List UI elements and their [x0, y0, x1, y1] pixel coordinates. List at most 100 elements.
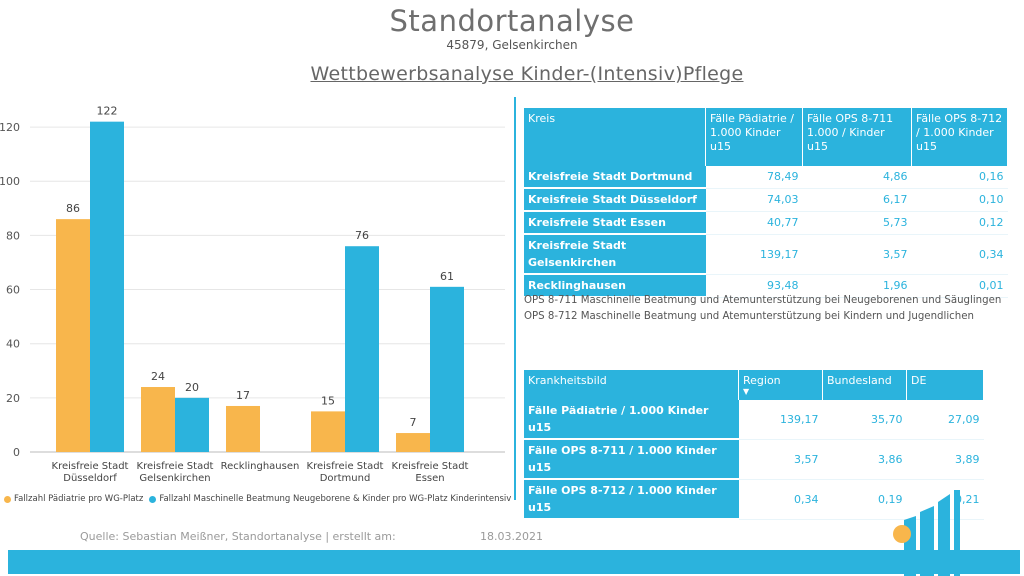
table-row: Fälle Pädiatrie / 1.000 Kinder u15 139,17… — [524, 400, 984, 440]
value-cell: 40,77 — [705, 211, 803, 235]
bar — [430, 286, 464, 452]
kreis-name-cell: Kreisfreie Stadt Essen — [524, 211, 706, 235]
value-cell: 35,70 — [822, 400, 907, 440]
x-tick-label: Essen — [415, 473, 444, 484]
data-label: 24 — [151, 370, 165, 383]
note-ops-712: OPS 8-712 Maschinelle Beatmung und Atemu… — [524, 311, 974, 322]
data-label: 17 — [236, 389, 250, 402]
header-region-label: Region — [743, 374, 781, 387]
header-kreis: Kreis — [524, 108, 706, 166]
bar — [311, 411, 345, 452]
table-row: Kreisfreie Stadt Düsseldorf 74,03 6,17 0,10 — [524, 188, 1008, 212]
value-cell: 0,12 — [911, 211, 1008, 235]
legend-label-paediatrie: Fallzahl Pädiatrie pro WG-Platz — [14, 494, 144, 504]
value-cell: 27,09 — [906, 400, 984, 440]
note-ops-711: OPS 8-711 Maschinelle Beatmung und Atemu… — [524, 295, 1002, 306]
sort-down-icon: ▼ — [743, 387, 750, 396]
data-label: 122 — [97, 105, 118, 118]
bar — [175, 397, 209, 452]
table-row: Kreisfreie Stadt Essen 40,77 5,73 0,12 — [524, 211, 1008, 235]
krankheitsbild-table: Krankheitsbild Region ▼ Bundesland DE Fä… — [524, 370, 984, 520]
value-cell: 0,01 — [911, 274, 1008, 298]
value-cell: 78,49 — [705, 166, 803, 189]
header-de: DE — [906, 370, 984, 400]
legend-item-beatmung: Fallzahl Maschinelle Beatmung Neugeboren… — [149, 494, 511, 504]
value-cell: 3,57 — [802, 234, 912, 275]
x-tick-label: Kreisfreie Stadt — [52, 461, 129, 472]
table-row: Recklinghausen 93,48 1,96 0,01 — [524, 274, 1008, 298]
krankheitsbild-cell: Fälle OPS 8-711 / 1.000 Kinder u15 — [524, 439, 739, 480]
legend-swatch-blue — [149, 495, 157, 503]
x-tick-label: Gelsenkirchen — [139, 473, 210, 484]
x-tick-label: Kreisfreie Stadt — [307, 461, 384, 472]
section-title: Wettbewerbsanalyse Kinder-(Intensiv)Pfle… — [310, 63, 744, 85]
x-tick-label: Kreisfreie Stadt — [392, 461, 469, 472]
value-cell: 5,73 — [802, 211, 912, 235]
value-cell: 0,34 — [738, 479, 823, 520]
table-row: Fälle OPS 8-711 / 1.000 Kinder u15 3,57 3,… — [524, 439, 984, 480]
value-cell: 93,48 — [705, 274, 803, 298]
page-title: Standortanalyse — [389, 4, 635, 38]
x-tick-label: Düsseldorf — [63, 473, 117, 484]
table-row: Kreisfreie Stadt Dortmund 78,49 4,86 0,16 — [524, 166, 1008, 189]
ops-notes: OPS 8-711 Maschinelle Beatmung und Atemu… — [524, 293, 1001, 325]
y-tick-label: 80 — [6, 229, 20, 242]
y-tick-label: 120 — [0, 121, 20, 134]
page-subtitle: 45879, Gelsenkirchen — [446, 38, 578, 52]
table-row: Kreisfreie Stadt Gelsenkirchen 139,17 3,57… — [524, 234, 1008, 275]
kreis-name-cell: Kreisfreie Stadt Düsseldorf — [524, 188, 706, 212]
bar — [56, 219, 90, 452]
kreis-table-header: Kreis Fälle Pädiatrie / 1.000 Kinder u15… — [524, 108, 1008, 166]
value-cell: 0,19 — [822, 479, 907, 520]
legend-item-paediatrie: Fallzahl Pädiatrie pro WG-Platz — [4, 494, 143, 504]
header-ops-712: Fälle OPS 8-712 / 1.000 Kinder u15 — [911, 108, 1008, 166]
value-cell: 139,17 — [705, 234, 803, 275]
krankheitsbild-cell: Fälle OPS 8-712 / 1.000 Kinder u15 — [524, 479, 739, 520]
footer-source: Quelle: Sebastian Meißner, Standortanaly… — [80, 530, 396, 543]
value-cell: 3,86 — [822, 439, 907, 480]
bar — [226, 405, 260, 452]
data-label: 61 — [440, 270, 454, 283]
value-cell: 6,17 — [802, 188, 912, 212]
bar — [141, 387, 175, 452]
footer-bar — [8, 550, 1020, 574]
y-tick-label: 60 — [6, 284, 20, 297]
value-cell: 3,89 — [906, 439, 984, 480]
legend-label-beatmung: Fallzahl Maschinelle Beatmung Neugeboren… — [159, 494, 512, 504]
bar — [345, 246, 379, 452]
bar — [396, 433, 430, 452]
header-bundesland: Bundesland — [822, 370, 907, 400]
bar — [90, 121, 124, 453]
y-tick-label: 0 — [13, 446, 20, 459]
chart-legend: Fallzahl Pädiatrie pro WG-Platz Fallzahl… — [4, 494, 517, 504]
legend-swatch-orange — [4, 495, 11, 503]
data-label: 76 — [355, 229, 369, 242]
krankheitsbild-cell: Fälle Pädiatrie / 1.000 Kinder u15 — [524, 400, 739, 440]
table-row: Fälle OPS 8-712 / 1.000 Kinder u15 0,34 0,… — [524, 479, 984, 520]
header-region[interactable]: Region ▼ — [738, 370, 823, 400]
x-tick-label: Kreisfreie Stadt — [137, 461, 214, 472]
value-cell: 0,16 — [911, 166, 1008, 189]
header-paediatrie: Fälle Pädiatrie / 1.000 Kinder u15 — [705, 108, 803, 166]
header-ops-711: Fälle OPS 8-711 1.000 / Kinder u15 — [802, 108, 912, 166]
value-cell: 4,86 — [802, 166, 912, 189]
x-tick-label: Recklinghausen — [221, 461, 300, 472]
y-tick-label: 100 — [0, 175, 20, 188]
company-logo — [890, 490, 960, 576]
data-label: 15 — [321, 394, 335, 407]
value-cell: 74,03 — [705, 188, 803, 212]
value-cell: 3,57 — [738, 439, 823, 480]
vertical-divider — [514, 97, 516, 500]
x-tick-label: Dortmund — [320, 473, 371, 484]
kreis-name-cell: Kreisfreie Stadt Dortmund — [524, 166, 706, 189]
kreis-table: Kreis Fälle Pädiatrie / 1.000 Kinder u15… — [524, 108, 1008, 298]
value-cell: 0,10 — [911, 188, 1008, 212]
value-cell: 139,17 — [738, 400, 823, 440]
data-label: 20 — [185, 381, 199, 394]
krankheitsbild-table-header: Krankheitsbild Region ▼ Bundesland DE — [524, 370, 984, 400]
kreis-name-cell: Kreisfreie Stadt Gelsenkirchen — [524, 234, 706, 275]
data-label: 7 — [410, 416, 417, 429]
y-tick-label: 40 — [6, 338, 20, 351]
value-cell: 1,96 — [802, 274, 912, 298]
